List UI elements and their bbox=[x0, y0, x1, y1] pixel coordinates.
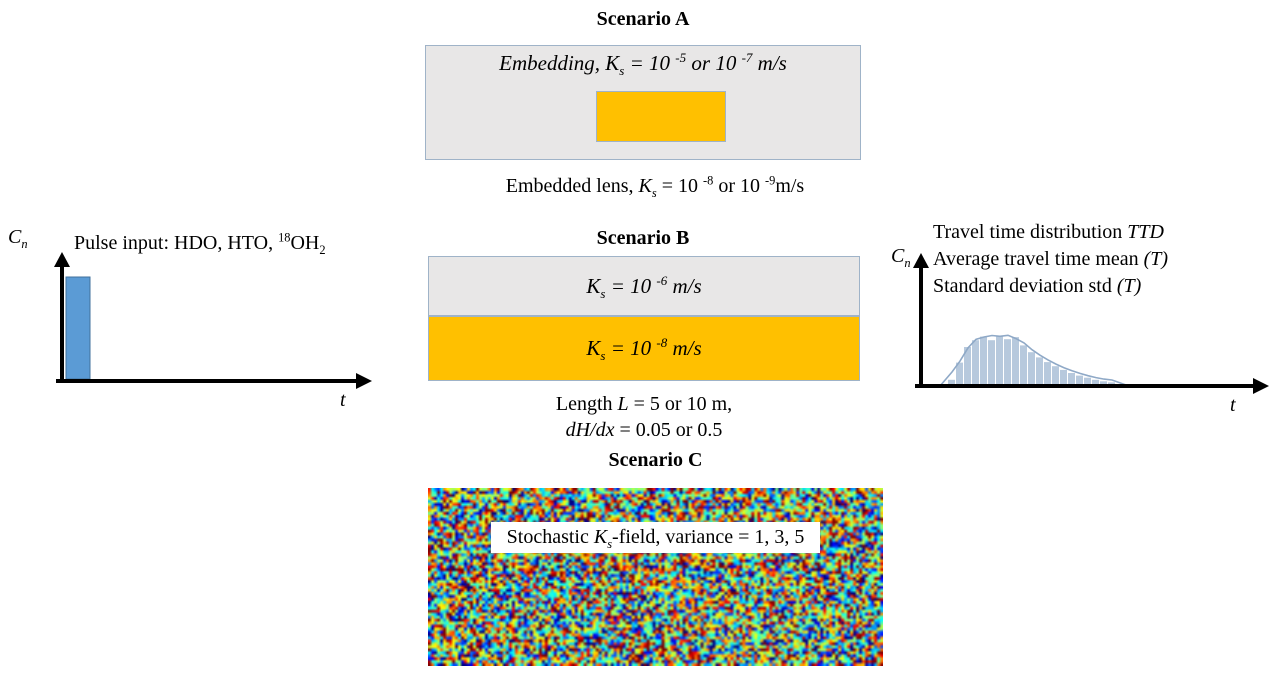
scenario-b-top-layer: Ks = 10 -6 m/s bbox=[428, 256, 860, 316]
ttd-line3: Standard deviation std (T) bbox=[933, 275, 1142, 297]
ttd-line1: Travel time distribution TTD bbox=[933, 221, 1164, 243]
scenario-b-caption-line1: Length L = 5 or 10 m, bbox=[555, 393, 733, 415]
right-plot-y-axis-label: Cn bbox=[891, 245, 911, 270]
left-plot bbox=[54, 252, 372, 389]
scenario-a-box-label: Embedding, Ks = 10 -5 or 10 -7 m/s bbox=[499, 50, 787, 79]
embedded-lens bbox=[596, 91, 726, 142]
ttd-line2: Average travel time mean (T) bbox=[933, 248, 1169, 270]
pulse-bar bbox=[65, 276, 91, 380]
pulse-input-annotation: Pulse input: HDO, HTO, 18OH2 bbox=[74, 230, 326, 257]
ttd-histogram-bars bbox=[948, 335, 1115, 386]
scenario-b-caption: Length L = 5 or 10 m, dH/dx = 0.05 or 0.… bbox=[428, 391, 860, 443]
right-plot-y-arrowhead bbox=[913, 253, 929, 268]
stochastic-field: Stochastic Ks-field, variance = 1, 3, 5 bbox=[428, 488, 883, 666]
left-plot-x-axis-label: t bbox=[340, 389, 346, 411]
stochastic-field-label: Stochastic Ks-field, variance = 1, 3, 5 bbox=[490, 522, 821, 553]
scenario-b-bottom-layer: Ks = 10 -8 m/s bbox=[428, 316, 860, 381]
left-plot-y-arrowhead bbox=[54, 252, 70, 267]
scenario-a-title: Scenario A bbox=[596, 8, 690, 30]
left-plot-y-axis-label: Cn bbox=[8, 226, 28, 251]
scenario-c-title: Scenario C bbox=[608, 449, 703, 471]
left-plot-x-arrowhead bbox=[356, 373, 372, 389]
right-plot-x-axis-label: t bbox=[1230, 394, 1236, 416]
ttd-fit-curve bbox=[939, 334, 1127, 387]
scenario-a-caption: Embedded lens, Ks = 10 -8 or 10 -9m/s bbox=[505, 173, 805, 200]
scenario-b-title: Scenario B bbox=[596, 227, 690, 249]
scenario-b-top-label: Ks = 10 -6 m/s bbox=[586, 272, 702, 301]
scenario-a-box: Embedding, Ks = 10 -5 or 10 -7 m/s bbox=[425, 45, 861, 160]
ttd-text-block: Travel time distribution TTD Average tra… bbox=[933, 219, 1168, 300]
right-plot-x-arrowhead bbox=[1253, 378, 1269, 394]
scenario-b-bottom-label: Ks = 10 -8 m/s bbox=[586, 335, 702, 364]
scenario-b-caption-line2: dH/dx = 0.05 or 0.5 bbox=[565, 419, 723, 441]
stochastic-field-canvas bbox=[428, 488, 883, 666]
right-plot bbox=[913, 253, 1269, 394]
